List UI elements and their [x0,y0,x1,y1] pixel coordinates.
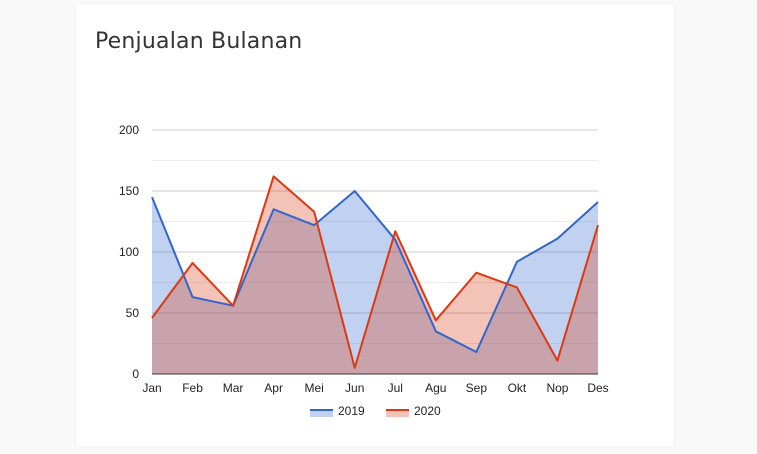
x-tick-label: Jun [345,381,364,395]
y-tick-label: 50 [126,306,140,320]
line-2019[interactable] [151,190,599,354]
y-tick-label: 150 [119,184,139,198]
legend-item-2019[interactable]: 2019 [310,404,365,418]
legend-label: 2019 [338,404,365,418]
chart-card: Penjualan Bulanan [76,4,674,446]
x-tick-label: Sep [466,381,488,395]
legend-item-2020[interactable]: 2020 [386,404,441,418]
series-lines [151,175,599,369]
area-2020[interactable] [152,176,598,374]
area-2019[interactable] [152,191,598,374]
x-tick-label: Nop [546,381,568,395]
legend-swatch [310,409,333,417]
chart-title: Penjualan Bulanan [95,29,303,54]
x-tick-label: Apr [264,381,283,395]
y-tick-label: 100 [119,245,139,259]
legend-label: 2020 [414,404,441,418]
area-fills [152,176,598,374]
line-2020[interactable] [151,175,599,369]
x-tick-label: Agu [425,381,446,395]
x-tick-label: Okt [508,381,527,395]
grid-lines [152,129,598,344]
x-tick-label: Jul [388,381,403,395]
y-tick-label: 200 [119,123,139,137]
x-tick-label: Des [587,381,608,395]
legend-swatch [386,409,409,417]
x-tick-label: Jan [142,381,161,395]
x-tick-label: Feb [182,381,203,395]
axes: 0 50 100 150 200 Jan Feb Mar Apr Mei Jun Jul Agu Sep O… [119,123,609,395]
y-tick-label: 0 [132,367,139,381]
x-tick-label: Mar [223,381,244,395]
legend[interactable]: 2019 2020 [310,404,441,418]
x-tick-label: Mei [305,381,324,395]
